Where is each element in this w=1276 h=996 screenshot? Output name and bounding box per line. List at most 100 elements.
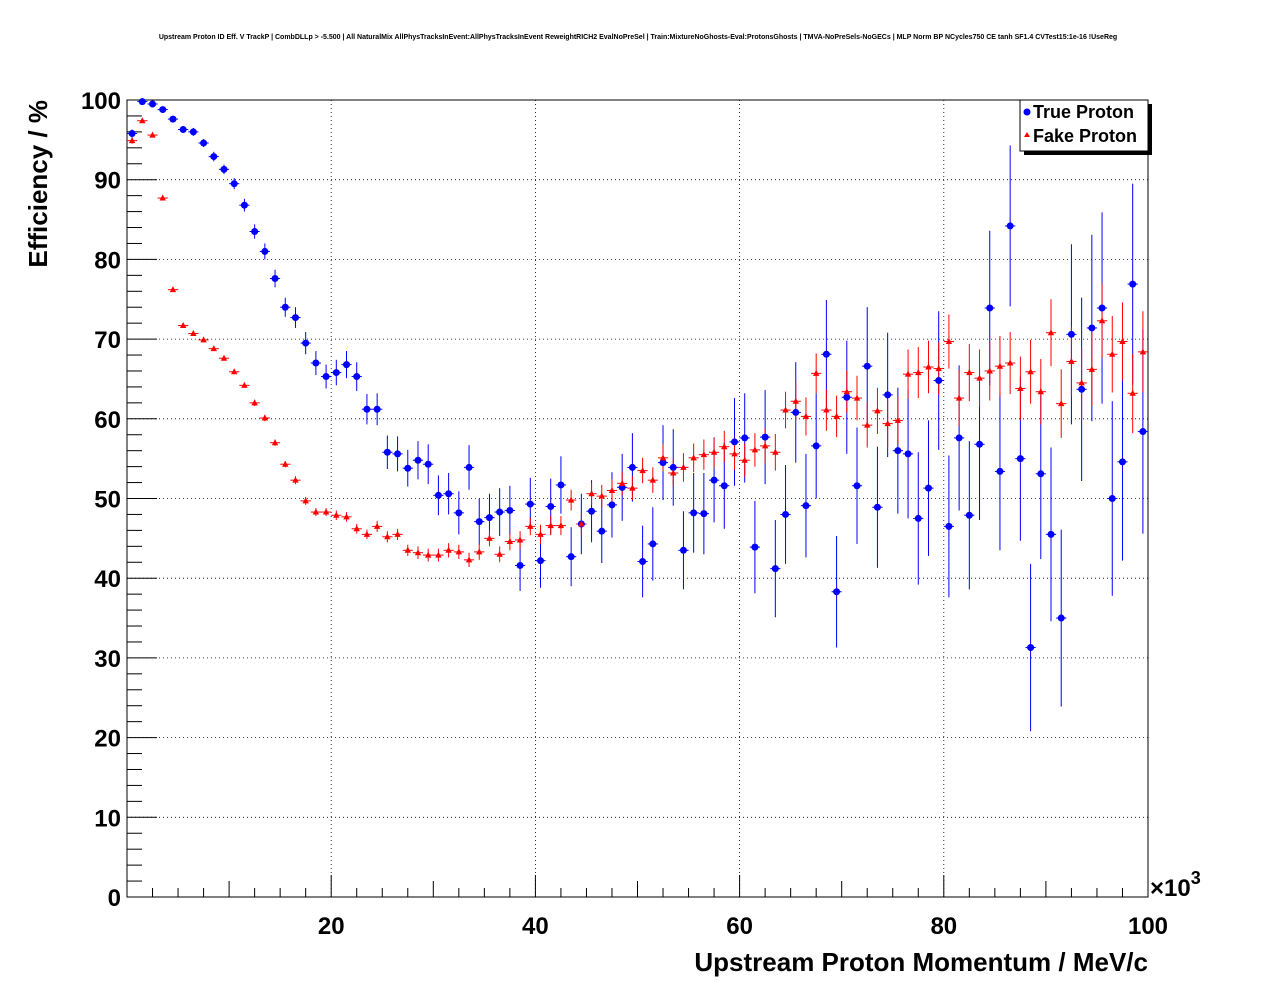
true-proton-point <box>782 510 790 518</box>
true-proton-point <box>200 139 208 147</box>
fake-proton-point <box>782 406 789 413</box>
true-proton-point <box>730 438 738 446</box>
true-proton-point <box>485 514 493 522</box>
true-proton-point <box>424 460 432 468</box>
fake-proton-point <box>1006 359 1014 366</box>
true-proton-point <box>1139 428 1147 436</box>
true-proton-point <box>822 350 830 358</box>
true-proton-point <box>628 463 636 471</box>
fake-proton-point <box>261 414 269 421</box>
fake-proton-point <box>220 354 228 361</box>
fake-proton-point <box>843 388 851 395</box>
fake-proton-point <box>527 522 534 529</box>
true-proton-point <box>945 522 953 530</box>
fake-proton-point <box>1017 385 1024 392</box>
true-proton-point <box>220 165 228 173</box>
fake-proton-point <box>465 556 473 563</box>
true-proton-point <box>404 464 412 472</box>
true-proton-point <box>833 588 841 596</box>
true-proton-point <box>149 100 157 108</box>
fake-proton-point <box>996 362 1004 369</box>
true-proton-point <box>659 459 667 467</box>
true-proton-point <box>639 557 647 565</box>
fake-proton-point <box>833 412 840 419</box>
y-tick-label: 90 <box>94 168 121 195</box>
true-proton-point <box>955 434 963 442</box>
fake-proton-point <box>639 467 646 474</box>
fake-proton-point <box>404 546 411 553</box>
fake-proton-point <box>455 548 463 555</box>
fake-proton-point <box>608 487 616 494</box>
y-tick-label: 10 <box>94 805 121 832</box>
fake-proton-point <box>1068 357 1075 364</box>
true-proton-point <box>251 228 259 236</box>
y-tick-label: 60 <box>94 407 121 434</box>
x-tick-label: 20 <box>318 913 345 940</box>
fake-proton-point <box>976 374 983 381</box>
fake-proton-point <box>1027 368 1034 375</box>
y-tick-label: 80 <box>94 247 121 274</box>
fake-proton-point <box>1058 400 1065 407</box>
fake-proton-point <box>1078 379 1085 386</box>
x-tick-label: 40 <box>522 913 549 940</box>
fake-proton-point <box>567 496 575 503</box>
y-axis-label: Efficiency / % <box>23 100 53 268</box>
fake-proton-point <box>1047 329 1055 336</box>
true-proton-point <box>179 125 187 133</box>
true-proton-point <box>710 476 718 484</box>
true-proton-point <box>965 511 973 519</box>
fake-proton-point <box>761 442 769 449</box>
true-proton-point <box>302 339 310 347</box>
true-proton-point <box>1027 644 1035 652</box>
y-axis: 0 10 20 30 40 50 60 70 80 90 100 <box>81 88 157 912</box>
y-tick-label: 30 <box>94 646 121 673</box>
legend-box <box>1019 99 1149 152</box>
true-proton-point <box>516 561 524 569</box>
fake-proton-point <box>312 508 320 515</box>
true-proton-point <box>924 484 932 492</box>
true-proton-point <box>598 527 606 535</box>
fake-proton-point <box>721 443 728 450</box>
fake-proton-point <box>955 394 963 401</box>
legend-marker-fake-proton <box>1024 132 1030 137</box>
true-proton-point <box>445 490 453 498</box>
fake-proton-point <box>547 522 554 529</box>
true-proton-point <box>394 450 402 458</box>
fake-proton-point <box>792 397 799 404</box>
fake-proton-point <box>322 508 330 515</box>
fake-proton-point <box>363 530 371 537</box>
fake-proton-point <box>384 533 391 540</box>
fake-proton-point <box>210 345 217 352</box>
true-proton-point <box>261 247 269 255</box>
fake-proton-point <box>537 530 544 537</box>
true-proton-point <box>853 482 861 490</box>
true-proton-point <box>608 501 616 509</box>
true-proton-point <box>537 557 545 565</box>
x-axis-label: Upstream Proton Momentum / MeV/c <box>694 947 1148 977</box>
x-multiplier-exponent: 3 <box>1191 868 1201 888</box>
true-proton-point <box>1118 458 1126 466</box>
true-proton-point <box>506 506 514 514</box>
true-proton-point <box>679 546 687 554</box>
true-proton-point <box>873 503 881 511</box>
x-axis-multiplier: ×103 <box>1150 868 1201 902</box>
fake-proton-point <box>1139 348 1147 355</box>
true-proton-point <box>914 514 922 522</box>
fake-proton-point <box>445 546 452 553</box>
y-tick-label: 50 <box>94 487 121 514</box>
fake-proton-point <box>486 534 493 541</box>
fake-proton-point <box>1088 365 1096 372</box>
fake-proton-point <box>986 367 993 374</box>
true-proton-point <box>189 128 197 136</box>
legend: True Proton Fake Proton <box>1019 99 1152 155</box>
true-proton-point <box>1108 495 1116 502</box>
fake-proton-point <box>710 448 718 455</box>
fake-proton-point <box>925 363 932 370</box>
true-proton-point <box>465 463 473 471</box>
fake-proton-point <box>823 406 830 413</box>
fake-proton-point <box>149 131 156 138</box>
fake-proton-point <box>853 394 861 401</box>
fake-proton-point <box>1037 388 1044 395</box>
true-proton-point <box>1129 280 1137 288</box>
true-proton-point <box>935 377 943 385</box>
